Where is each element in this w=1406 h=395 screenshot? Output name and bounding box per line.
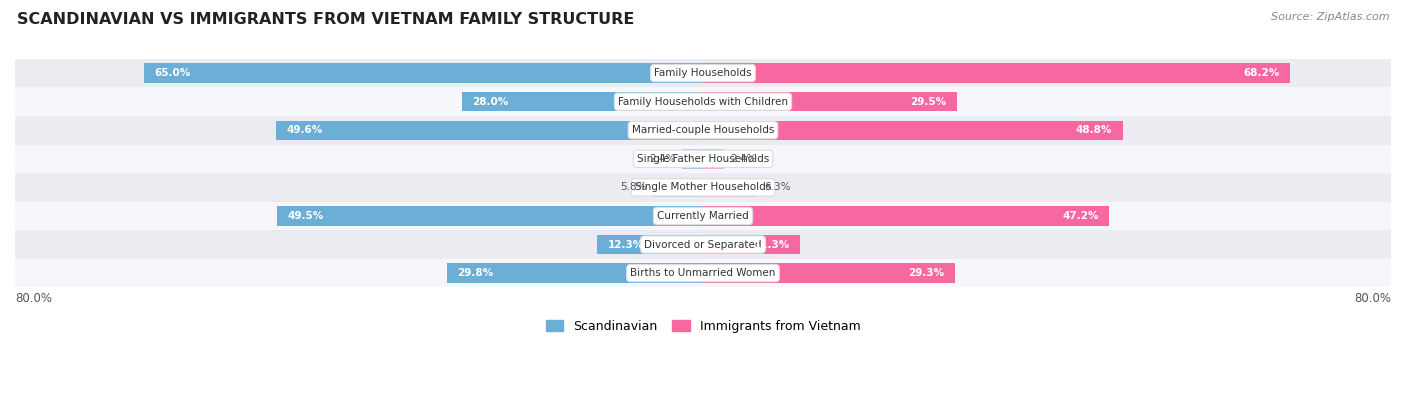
Bar bbox=[15, 59, 1391, 87]
Bar bbox=[703, 120, 1122, 140]
Text: 49.6%: 49.6% bbox=[287, 125, 323, 135]
Text: 80.0%: 80.0% bbox=[1354, 292, 1391, 305]
Bar bbox=[703, 178, 758, 197]
Text: Births to Unmarried Women: Births to Unmarried Women bbox=[630, 268, 776, 278]
Bar bbox=[703, 263, 955, 283]
Bar bbox=[15, 173, 1391, 202]
Text: Family Households with Children: Family Households with Children bbox=[619, 97, 787, 107]
Bar bbox=[15, 202, 1391, 230]
Bar bbox=[15, 145, 1391, 173]
Text: Married-couple Households: Married-couple Households bbox=[631, 125, 775, 135]
Bar bbox=[703, 235, 800, 254]
Bar bbox=[682, 149, 703, 169]
Text: 12.3%: 12.3% bbox=[607, 239, 644, 250]
Text: 65.0%: 65.0% bbox=[155, 68, 191, 78]
Bar bbox=[15, 259, 1391, 288]
Text: Source: ZipAtlas.com: Source: ZipAtlas.com bbox=[1271, 12, 1389, 22]
Text: 2.4%: 2.4% bbox=[650, 154, 675, 164]
Text: 11.3%: 11.3% bbox=[754, 239, 790, 250]
Bar bbox=[277, 120, 703, 140]
Text: Divorced or Separated: Divorced or Separated bbox=[644, 239, 762, 250]
Legend: Scandinavian, Immigrants from Vietnam: Scandinavian, Immigrants from Vietnam bbox=[540, 315, 866, 338]
Text: 5.8%: 5.8% bbox=[620, 182, 647, 192]
Text: 2.4%: 2.4% bbox=[731, 154, 756, 164]
Bar bbox=[703, 149, 724, 169]
Text: 68.2%: 68.2% bbox=[1243, 68, 1279, 78]
Bar bbox=[463, 92, 703, 111]
Bar bbox=[703, 206, 1109, 226]
Text: 29.3%: 29.3% bbox=[908, 268, 945, 278]
Text: 80.0%: 80.0% bbox=[15, 292, 52, 305]
Text: 48.8%: 48.8% bbox=[1076, 125, 1112, 135]
Bar bbox=[15, 230, 1391, 259]
Text: SCANDINAVIAN VS IMMIGRANTS FROM VIETNAM FAMILY STRUCTURE: SCANDINAVIAN VS IMMIGRANTS FROM VIETNAM … bbox=[17, 12, 634, 27]
Bar bbox=[654, 178, 703, 197]
Bar bbox=[703, 92, 956, 111]
Text: 29.5%: 29.5% bbox=[910, 97, 946, 107]
Text: 6.3%: 6.3% bbox=[763, 182, 790, 192]
Text: Currently Married: Currently Married bbox=[657, 211, 749, 221]
Bar bbox=[598, 235, 703, 254]
Text: 47.2%: 47.2% bbox=[1062, 211, 1098, 221]
Bar bbox=[703, 63, 1289, 83]
Text: 28.0%: 28.0% bbox=[472, 97, 509, 107]
Text: Family Households: Family Households bbox=[654, 68, 752, 78]
Text: Single Mother Households: Single Mother Households bbox=[636, 182, 770, 192]
Bar bbox=[15, 87, 1391, 116]
Bar bbox=[447, 263, 703, 283]
Text: Single Father Households: Single Father Households bbox=[637, 154, 769, 164]
Bar bbox=[277, 206, 703, 226]
Text: 49.5%: 49.5% bbox=[288, 211, 323, 221]
Bar bbox=[143, 63, 703, 83]
Bar bbox=[15, 116, 1391, 145]
Text: 29.8%: 29.8% bbox=[457, 268, 494, 278]
